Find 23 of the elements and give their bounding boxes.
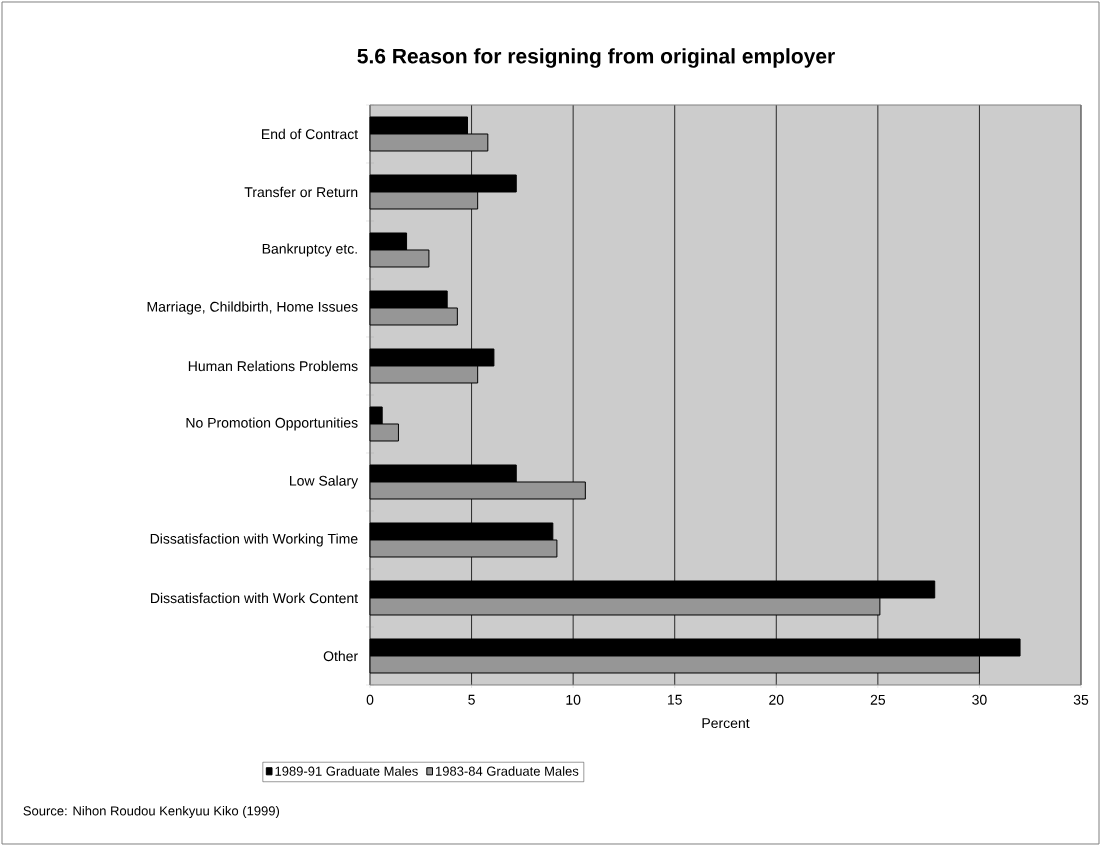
y-tick-label: Human Relations Problems [188, 360, 358, 372]
x-axis-title: Percent [702, 718, 750, 729]
y-tick-label: Transfer or Return [244, 186, 358, 198]
y-tick-label: No Promotion Opportunities [186, 417, 358, 431]
legend-label: 1983-84 Graduate Males [436, 766, 579, 776]
x-tick-label: 25 [870, 694, 886, 705]
y-tick-label: Marriage, Childbirth, Home Issues [147, 301, 358, 315]
y-tick-label: Dissatisfaction with Working Time [150, 533, 358, 547]
x-tick-label: 5 [468, 694, 475, 705]
legend-label: 1989-91 Graduate Males [275, 766, 418, 776]
y-tick-label: Bankruptcy etc. [262, 243, 357, 257]
x-tick-label: 15 [668, 694, 682, 705]
x-tick-label: 10 [566, 694, 581, 705]
chart-title: 5.6 Reason for resigning from original employer [357, 48, 835, 68]
y-tick-label: Dissatisfaction with Work Content [151, 592, 359, 604]
y-tick-label: Other [323, 650, 358, 662]
y-tick-label: Low Salary [290, 475, 359, 489]
x-tick-label: 30 [972, 694, 987, 705]
x-tick-label: 0 [366, 694, 374, 705]
y-tick-label: End of Contract [262, 128, 359, 140]
source-note: Source: Nihon Roudou Kenkyuu Kiko (1999) [23, 805, 280, 819]
x-tick-label: 20 [769, 694, 784, 705]
x-tick-label: 35 [1073, 694, 1089, 705]
